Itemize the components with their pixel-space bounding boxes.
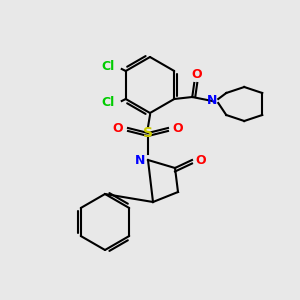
Text: O: O: [173, 122, 183, 134]
Text: O: O: [113, 122, 123, 134]
Text: O: O: [191, 68, 202, 82]
Text: N: N: [135, 154, 145, 166]
Text: Cl: Cl: [101, 97, 114, 110]
Text: N: N: [207, 94, 217, 107]
Text: S: S: [143, 126, 153, 140]
Text: Cl: Cl: [101, 61, 114, 74]
Text: O: O: [196, 154, 206, 166]
